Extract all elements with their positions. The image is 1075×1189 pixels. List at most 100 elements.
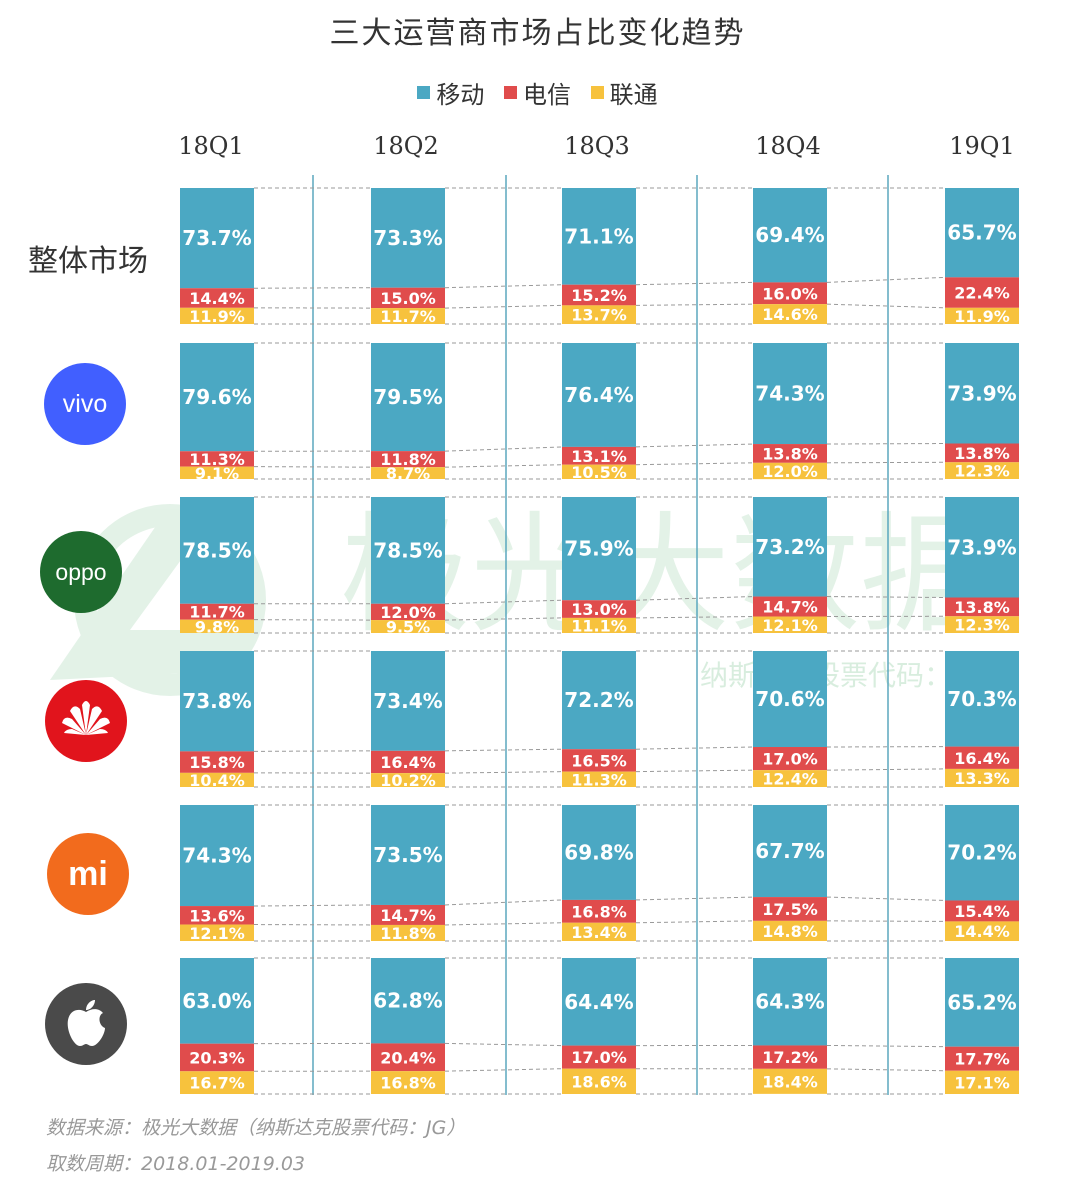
connector-dashed-line — [635, 896, 754, 901]
connector-dashed-line — [635, 616, 754, 619]
bar-segment-mobile — [562, 958, 636, 1046]
bar-segment-telecom — [945, 597, 1019, 617]
connector-dashed-line — [444, 617, 563, 621]
bar-value-label-mobile: 69.4% — [755, 223, 824, 247]
bar-value-label-telecom: 11.8% — [380, 450, 436, 469]
period-label-18q3: 18Q3 — [564, 132, 630, 160]
footer-source: 数据来源：极光大数据（纳斯达克股票代码：JG） — [46, 1117, 466, 1139]
bar-value-label-mobile: 62.8% — [373, 989, 442, 1013]
connector-dashed-line — [444, 599, 563, 605]
bar-value-label-unicom: 12.1% — [762, 616, 818, 635]
bar-segment-telecom — [371, 750, 445, 774]
bar-value-label-unicom: 8.7% — [386, 464, 430, 483]
bar-value-label-mobile: 73.2% — [755, 535, 824, 559]
bar-segment-mobile — [945, 497, 1019, 598]
bar-segment-unicom — [562, 922, 636, 941]
connector-dashed-line — [253, 466, 372, 468]
bar-value-label-unicom: 12.4% — [762, 770, 818, 789]
bar-value-label-unicom: 14.6% — [762, 305, 818, 324]
bar-value-label-unicom: 11.9% — [954, 307, 1010, 326]
period-label-19q1: 19Q1 — [949, 132, 1015, 160]
bar-segment-telecom — [562, 1045, 636, 1069]
bar-segment-mobile — [945, 188, 1019, 278]
bar-value-label-telecom: 15.4% — [954, 902, 1010, 921]
bar-value-label-mobile: 74.3% — [755, 382, 824, 406]
bar-value-label-mobile: 73.3% — [373, 226, 442, 250]
bar-segment-mobile — [562, 497, 636, 601]
bar-segment-telecom — [753, 282, 827, 305]
bar-segment-telecom — [945, 1046, 1019, 1071]
connector-dashed-line — [444, 446, 563, 452]
bar-value-label-unicom: 11.3% — [571, 770, 627, 789]
bar-value-label-unicom: 11.9% — [189, 307, 245, 326]
connector-dashed-line — [826, 1068, 946, 1072]
bar-value-label-telecom: 20.4% — [380, 1048, 436, 1067]
bar-segment-unicom — [753, 304, 827, 324]
bar-segment-mobile — [371, 188, 445, 288]
xiaomi-logo-text: mi — [68, 854, 108, 893]
bar-value-label-mobile: 64.3% — [755, 990, 824, 1014]
bar-segment-unicom — [371, 773, 445, 787]
connector-dashed-line — [826, 443, 946, 445]
bar-value-label-mobile: 75.9% — [564, 537, 633, 561]
bar-value-label-unicom: 11.8% — [380, 924, 436, 943]
vivo-logo-icon: vivo — [44, 363, 126, 445]
bar-segment-unicom — [562, 305, 636, 324]
bar-segment-unicom — [945, 462, 1019, 479]
bar-value-label-mobile: 64.4% — [564, 990, 633, 1014]
bar-segment-mobile — [180, 958, 254, 1044]
bar-segment-telecom — [753, 444, 827, 463]
bar-value-label-mobile: 70.3% — [947, 687, 1016, 711]
connector-dashed-line — [635, 769, 754, 773]
bar-segment-telecom — [180, 603, 254, 620]
connector-dashed-line — [635, 596, 754, 601]
bar-segment-mobile — [180, 343, 254, 452]
legend-swatch-unicom — [590, 86, 604, 99]
connector-dashed-line — [253, 287, 372, 289]
legend-item-unicom: 联通 — [590, 75, 658, 110]
bar-value-label-telecom: 17.0% — [762, 750, 818, 769]
bar-segment-telecom — [371, 904, 445, 925]
bar-segment-mobile — [180, 188, 254, 289]
bar-value-label-mobile: 65.7% — [947, 221, 1016, 245]
bar-segment-mobile — [753, 343, 827, 445]
bar-segment-mobile — [180, 805, 254, 907]
bar-segment-telecom — [180, 751, 254, 773]
bar-value-label-telecom: 13.8% — [954, 444, 1010, 463]
bar-value-label-telecom: 13.0% — [571, 600, 627, 619]
oppo-logo-text: oppo — [55, 558, 107, 585]
footer: 数据来源：极光大数据（纳斯达克股票代码：JG） 取数周期：2018.01-201… — [46, 1110, 465, 1182]
bar-segment-mobile — [371, 343, 445, 452]
bar-segment-unicom — [562, 1068, 636, 1094]
connector-dashed-line — [826, 768, 946, 771]
bar-segment-mobile — [945, 805, 1019, 901]
bar-segment-mobile — [945, 958, 1019, 1047]
bar-segment-mobile — [945, 343, 1019, 444]
bar-value-label-mobile: 70.2% — [947, 841, 1016, 865]
connector-dashed-line — [444, 922, 563, 926]
period-label-18q4: 18Q4 — [755, 132, 821, 160]
bar-segment-mobile — [180, 497, 254, 604]
bar-value-label-telecom: 13.1% — [571, 447, 627, 466]
bar-segment-telecom — [945, 900, 1019, 922]
bar-segment-unicom — [180, 772, 254, 787]
bar-value-label-telecom: 22.4% — [954, 284, 1010, 303]
bar-segment-telecom — [562, 600, 636, 618]
bar-segment-unicom — [562, 464, 636, 479]
bar-segment-unicom — [753, 462, 827, 480]
bar-segment-mobile — [371, 651, 445, 751]
bar-segment-unicom — [371, 620, 445, 633]
connector-dashed-line — [635, 746, 754, 750]
connector-dashed-line — [826, 596, 946, 599]
bar-segment-mobile — [371, 805, 445, 905]
bar-segment-telecom — [180, 906, 254, 925]
bar-segment-telecom — [180, 1043, 254, 1072]
connector-dashed-line — [444, 284, 563, 289]
bar-segment-telecom — [371, 603, 445, 621]
bar-segment-unicom — [180, 619, 254, 633]
bar-value-label-telecom: 16.4% — [380, 753, 436, 772]
connector-dashed-line — [635, 443, 754, 448]
bar-value-label-mobile: 65.2% — [947, 990, 1016, 1014]
huawei-logo-icon — [45, 680, 127, 762]
period-label-18q1: 18Q1 — [178, 132, 244, 160]
